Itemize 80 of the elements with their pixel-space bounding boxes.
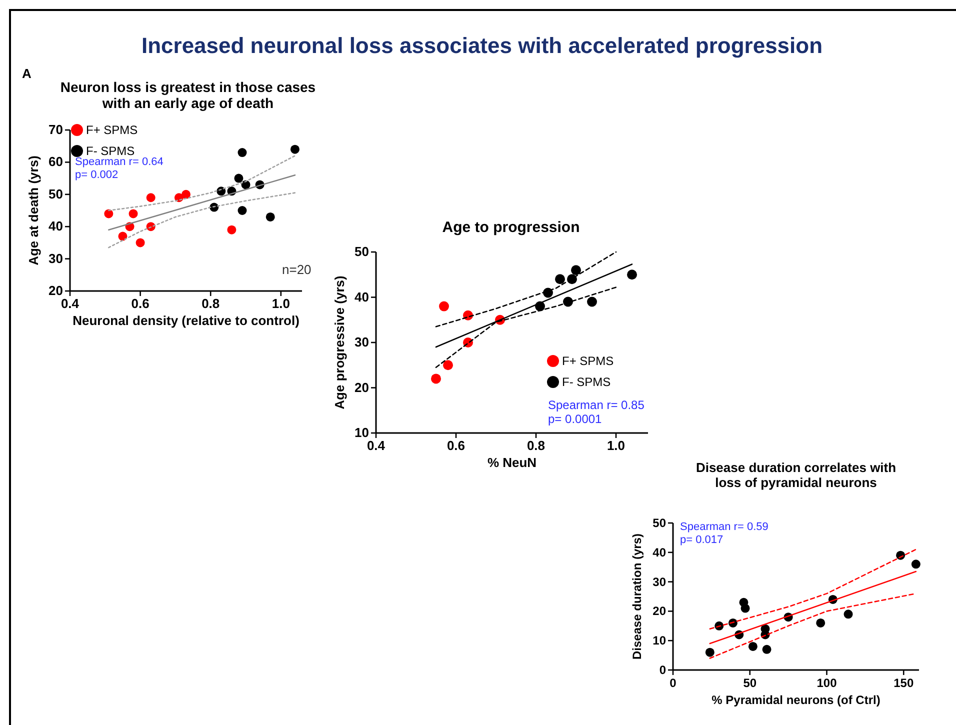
point: [844, 610, 853, 619]
annotation: n=20: [282, 262, 312, 277]
point: [118, 232, 128, 241]
x-tick-label: 0: [670, 676, 677, 690]
x-tick-label: 1.0: [272, 296, 290, 311]
y-tick-label: 50: [652, 516, 666, 530]
point: [146, 193, 156, 202]
annotation: Spearman r= 0.64: [75, 156, 164, 168]
line-series: [709, 548, 917, 630]
legend-label: F+ SPMS: [86, 123, 138, 137]
annotation: p= 0.0001: [548, 412, 602, 426]
point: [238, 148, 247, 158]
x-tick-label: 0.6: [131, 296, 150, 311]
chart-title: Neuron loss is greatest in those cases with an early age of death: [60, 79, 316, 111]
point: [443, 360, 453, 370]
point: [234, 174, 244, 183]
y-axis-title: Age progressive (yrs): [332, 276, 347, 410]
y-tick-label: 0: [659, 663, 666, 677]
point: [762, 644, 772, 654]
x-tick-label: 50: [743, 676, 757, 690]
annotation: p= 0.017: [680, 534, 724, 546]
x-axis-title: Neuronal density (relative to control): [72, 313, 300, 328]
legend-label: F- SPMS: [562, 375, 611, 389]
x-tick-label: 0.4: [60, 296, 80, 311]
point: [128, 209, 138, 218]
text: A: [22, 66, 32, 81]
chart-title: Disease duration correlates with loss of pyramidal neurons: [696, 460, 896, 490]
y-axis-title: Age at death (yrs): [26, 156, 41, 266]
x-tick-label: 0.4: [366, 438, 386, 453]
point: [816, 618, 826, 628]
y-tick-label: 50: [354, 244, 369, 259]
point: [740, 604, 750, 613]
point: [104, 209, 114, 218]
chart-title: Age to progression: [442, 219, 580, 236]
y-axis-title: Disease duration (yrs): [630, 533, 644, 660]
y-tick-label: 10: [652, 634, 666, 648]
point: [587, 296, 597, 307]
text: Increased neuronal loss associates with accelerated progression: [141, 33, 823, 58]
point: [227, 225, 236, 234]
y-tick-label: 30: [652, 574, 666, 589]
point: [748, 642, 758, 651]
point: [431, 374, 441, 384]
point: [555, 274, 565, 284]
y-tick-label: 10: [354, 425, 369, 440]
x-axis-title: % Pyramidal neurons (of Ctrl): [712, 693, 880, 707]
point: [627, 270, 637, 280]
annotation: Spearman r= 0.59: [680, 521, 768, 533]
point: [182, 190, 190, 199]
x-tick-label: 1.0: [606, 438, 626, 453]
y-tick-label: 30: [354, 334, 369, 350]
legend-label: F- SPMS: [86, 144, 135, 158]
x-tick-label: 100: [816, 676, 838, 690]
y-tick-label: 70: [48, 122, 63, 137]
line-series: [108, 192, 296, 248]
y-tick-label: 40: [354, 289, 369, 304]
point: [911, 560, 920, 569]
x-tick-label: 150: [894, 676, 914, 690]
point: [136, 238, 145, 248]
y-tick-label: 60: [48, 154, 63, 170]
y-tick-label: 20: [652, 604, 666, 618]
point: [290, 144, 300, 154]
x-tick-label: 0.6: [446, 438, 466, 453]
point: [238, 206, 247, 215]
point: [439, 301, 449, 312]
x-tick-label: 0.8: [202, 296, 220, 311]
point: [571, 265, 581, 276]
legend-label: F+ SPMS: [562, 354, 614, 368]
annotation: Spearman r= 0.85: [548, 398, 645, 412]
y-tick-label: 50: [48, 186, 63, 202]
point: [266, 212, 275, 222]
y-tick-label: 20: [354, 380, 369, 395]
y-tick-label: 40: [652, 545, 666, 560]
annotation: p= 0.002: [75, 169, 118, 181]
x-axis-title: % NeuN: [487, 455, 537, 470]
y-tick-label: 40: [48, 218, 63, 234]
y-tick-label: 30: [48, 250, 63, 266]
y-tick-label: 20: [48, 283, 63, 298]
x-tick-label: 0.8: [526, 438, 546, 453]
line-series: [435, 251, 617, 328]
point: [705, 648, 714, 657]
